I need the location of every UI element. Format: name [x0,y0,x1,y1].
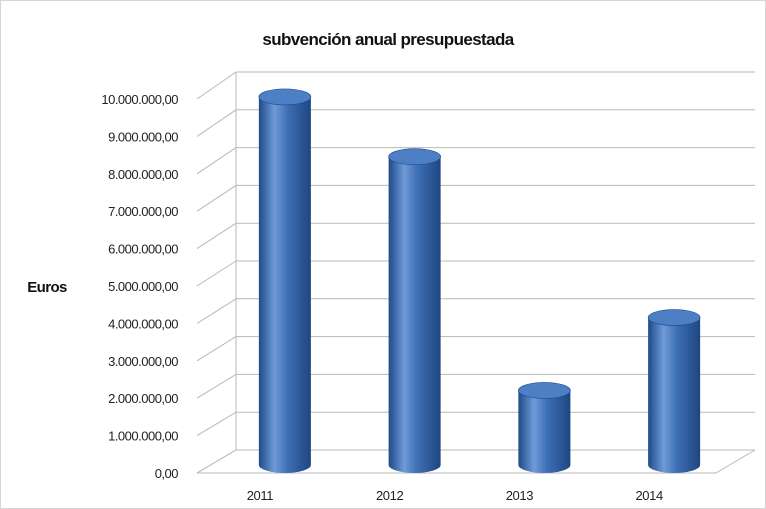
y-tick-label: 8.000.000,00 [108,167,178,182]
y-tick-label: 9.000.000,00 [108,129,178,144]
y-tick-label: 3.000.000,00 [108,354,178,369]
gridline-diagonal [196,336,237,362]
x-tick-label: 2012 [376,488,403,503]
x-tick-label: 2013 [506,488,533,503]
gridline-diagonal [196,184,237,212]
y-tick-label: 1.000.000,00 [108,429,178,444]
bar-2013 [518,382,571,473]
gridline-diagonal [196,373,237,399]
y-axis-ticks: 0,00 1.000.000,00 2.000.000,00 3.000.000,00… [101,92,178,481]
gridline-diagonal [196,222,237,250]
chart-title: subvención anual presupuestada [262,30,514,49]
y-tick-label: 6.000.000,00 [108,242,178,257]
x-tick-label: 2014 [635,488,662,503]
gridline-diagonal [196,411,237,437]
bar-top [647,309,701,326]
bar-top [388,148,441,166]
bar-2012 [388,148,441,473]
bar-top [518,382,571,399]
x-tick-label: 2011 [247,488,274,503]
gridline-diagonal [196,147,237,175]
bar-body [388,156,441,473]
y-tick-label: 0,00 [155,466,179,481]
gridline-diagonal [196,109,237,137]
y-tick-label: 4.000.000,00 [108,316,178,331]
bar-body [258,96,311,474]
y-tick-label: 10.000.000,00 [101,92,178,107]
bar-body [648,317,701,473]
bar-body [518,390,571,473]
y-tick-label: 7.000.000,00 [108,204,178,219]
bar-2014 [647,309,701,473]
bar-2011 [258,88,312,474]
y-tick-label: 2.000.000,00 [108,391,178,406]
x-axis-ticks: 2011 2012 2013 2014 [247,488,664,503]
gridline-diagonal [196,260,237,287]
y-axis-label: Euros [27,279,67,296]
bar-series [258,88,701,474]
y-tick-label: 5.000.000,00 [108,279,178,294]
floor-right-edge [715,449,756,474]
gridline-diagonal [196,449,237,474]
gridline-diagonal [196,298,237,324]
bar-top [258,88,312,106]
gridline-diagonal [196,71,237,100]
